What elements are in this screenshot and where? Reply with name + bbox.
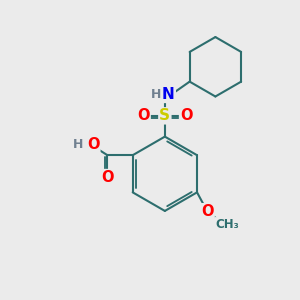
Text: O: O <box>87 137 99 152</box>
Text: CH₃: CH₃ <box>215 218 238 231</box>
Text: N: N <box>162 87 175 102</box>
Text: H: H <box>152 88 162 101</box>
Text: O: O <box>201 204 214 219</box>
Text: O: O <box>101 170 114 185</box>
Text: S: S <box>159 108 170 123</box>
Text: O: O <box>180 108 193 123</box>
Text: O: O <box>137 108 150 123</box>
Text: H: H <box>73 138 83 151</box>
